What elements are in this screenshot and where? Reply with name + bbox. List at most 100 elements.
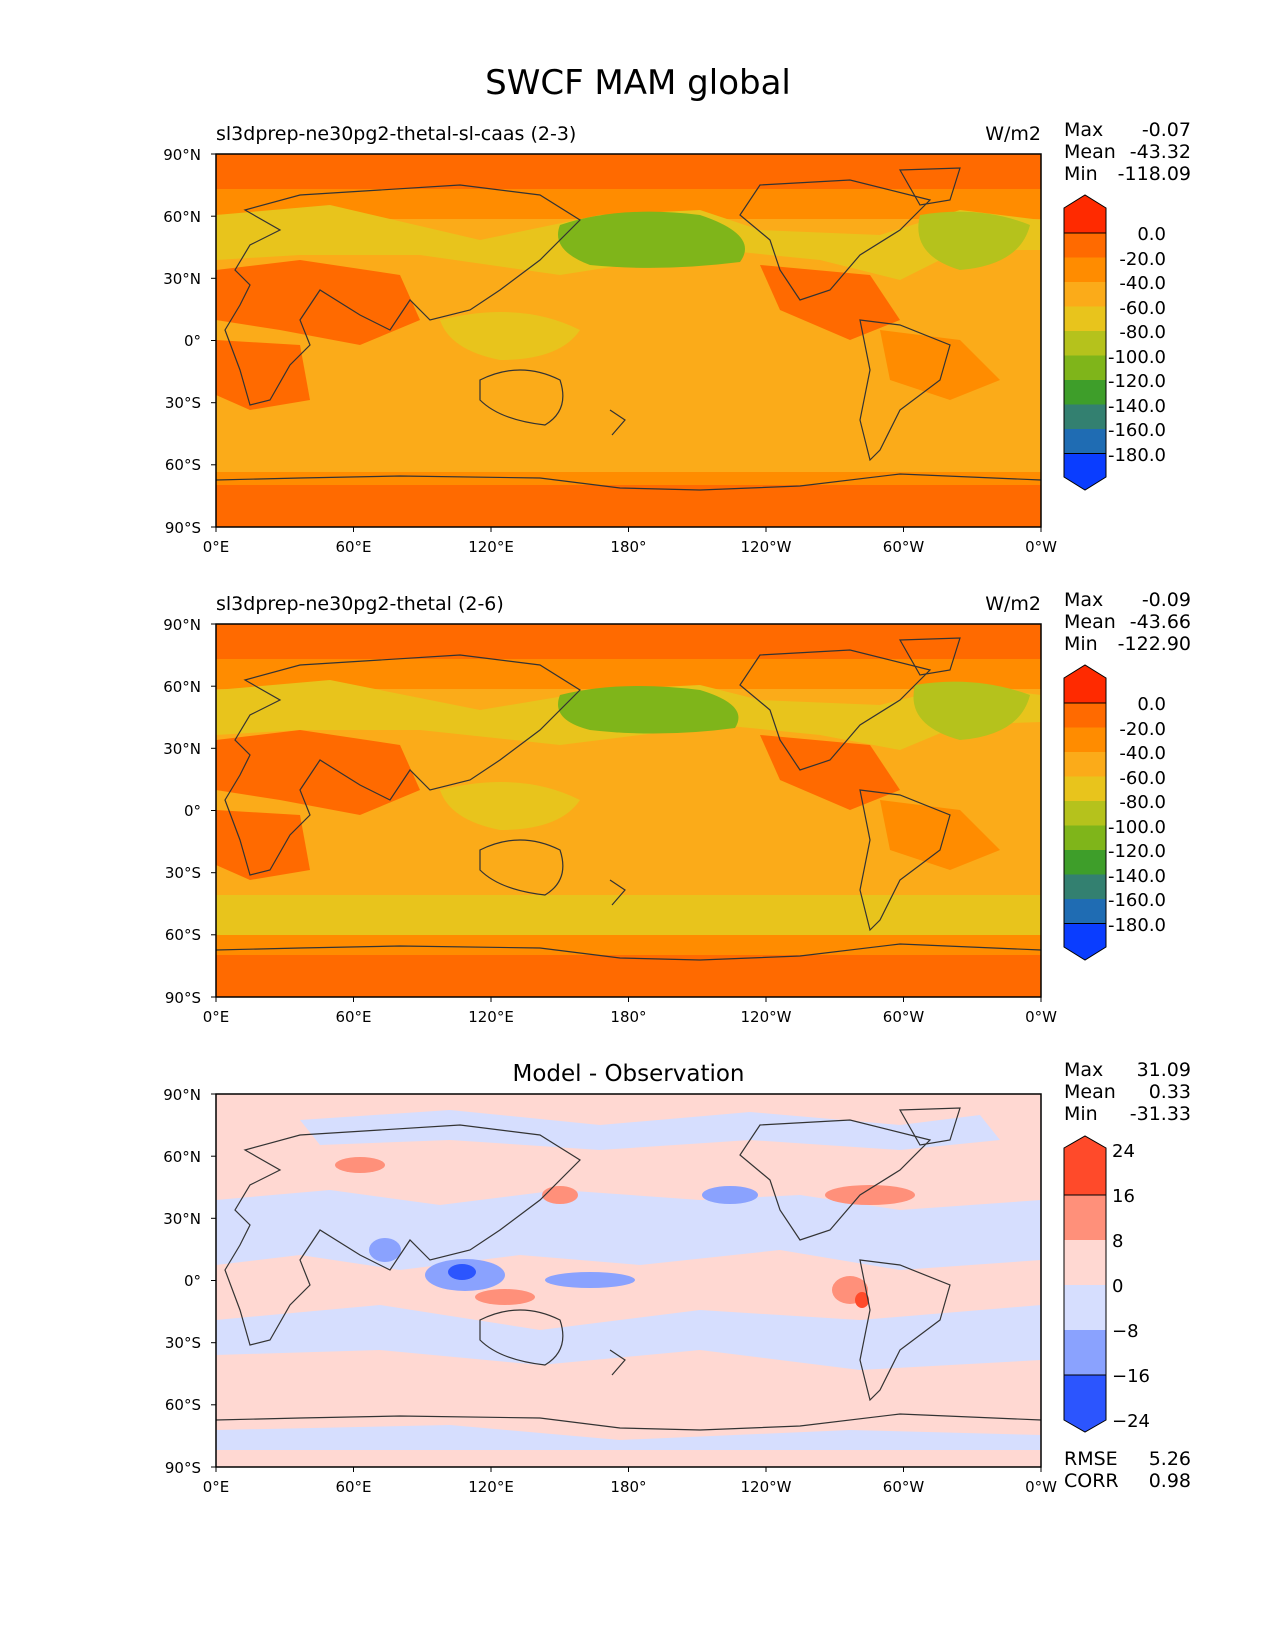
- panel-3-colorbar-tick-label: 0: [1112, 1276, 1123, 1297]
- panel-1-coastline-australia: [479, 369, 564, 426]
- panel-2-y-ticks: 90°N 60°N 30°N 0° 30°S 60°S 90°S: [163, 616, 216, 1007]
- panel-1-x-tick-label: 60°E: [335, 538, 371, 556]
- panel-3-coastline-australia: [479, 1309, 564, 1366]
- panel-1-y-tick-label: 60°S: [165, 456, 201, 474]
- panel-3-stat-mean-value: 0.33: [1149, 1081, 1191, 1103]
- panel-3-x-tick-label: 60°W: [883, 1478, 925, 1496]
- panel-2-sahara-low-cloud: [216, 730, 420, 815]
- panel-2-stat-min-label: Min: [1064, 633, 1098, 655]
- panel-2-colorbar-tick-label: -160.0: [1108, 890, 1166, 911]
- panel-3-colorbar-segment: [1064, 1330, 1106, 1375]
- panel-1-x-tick-label: 0°E: [203, 538, 230, 556]
- panel-2-east-pacific-low-cloud: [760, 735, 900, 810]
- panel-1-colorbar-frame: [1063, 232, 1107, 454]
- panel-1-colorbar-segment: [1064, 404, 1106, 429]
- panel-3-title: Model - Observation: [512, 1061, 744, 1087]
- panel-2-colorbar-segment: [1064, 899, 1106, 924]
- panel-1-colorbar-tick-label: -60.0: [1119, 298, 1166, 319]
- panel-3-x-tick-label: 60°E: [335, 1478, 371, 1496]
- panel-1-colorbar-tick-label: -40.0: [1119, 273, 1166, 294]
- panel-3-colorbar-tick-label: −24: [1112, 1411, 1150, 1432]
- panel-1-stats: Max -0.07 Mean -43.32 Min -118.09: [1064, 119, 1191, 185]
- panel-2-colorbar-tick-label: -180.0: [1108, 915, 1166, 936]
- panel-3-y-tick-label: 90°S: [165, 1459, 201, 1477]
- panel-1-maritime-continent-convection: [440, 312, 580, 360]
- panel-3-stat-corr-label: CORR: [1064, 1470, 1119, 1492]
- panel-1-x-tick-label: 120°E: [468, 538, 514, 556]
- panel-1-colorbar-segment: [1064, 331, 1106, 356]
- panel-3-x-ticks: 0°E 60°E 120°E 180° 120°W 60°W 0°W: [203, 1467, 1057, 1496]
- panel-3-x-tick-label: 120°E: [468, 1478, 514, 1496]
- panel-1-colorbar-segment: [1064, 306, 1106, 331]
- panel-2-stat-min-value: -122.90: [1118, 633, 1191, 655]
- panel-2-coastline-antarctica: [215, 943, 1042, 961]
- panel-3-map: [215, 1093, 1042, 1468]
- panel-1-colorbar-tick-label: -20.0: [1119, 249, 1166, 270]
- panel-2-colorbar-tick-label: -40.0: [1119, 743, 1166, 764]
- panel-3-positive-patch-west-pacific: [542, 1186, 578, 1204]
- panel-3-colorbar-segment: [1064, 1240, 1106, 1285]
- panel-1-x-tick-label: 180°: [610, 538, 646, 556]
- panel-1-coastlines: [215, 167, 1042, 491]
- panel-2-x-tick-label: 180°: [610, 1008, 646, 1026]
- panel-2-colorbar-tick-label: 0.0: [1137, 694, 1166, 715]
- panel-1-coastline-eurasia-africa: [224, 184, 581, 406]
- panel-1-north-atlantic-storm-track: [918, 211, 1030, 270]
- panel-3-stat-max-value: 31.09: [1137, 1059, 1191, 1081]
- panel-3-x-tick-label: 0°W: [1025, 1478, 1057, 1496]
- panel-2-south-america-east: [880, 800, 1000, 870]
- panel-3: Model - Observation: [163, 1059, 1191, 1496]
- panel-1-stat-mean-label: Mean: [1064, 141, 1116, 163]
- panel-3-negative-region-tropics: [216, 1190, 1041, 1270]
- panel-2-x-tick-label: 120°E: [468, 1008, 514, 1026]
- panel-2-north-atlantic-storm-track: [913, 681, 1030, 740]
- panel-1-colorbar-tick-label: -160.0: [1108, 420, 1166, 441]
- panel-1-colorbar-segment: [1064, 380, 1106, 405]
- panel-2-colorbar-bottom-extension: [1063, 923, 1107, 961]
- panel-3-stat-rmse-value: 5.26: [1149, 1448, 1191, 1470]
- panel-3-y-tick-label: 30°S: [165, 1334, 201, 1352]
- panel-3-colorbar-tick-label: 16: [1112, 1186, 1135, 1207]
- panel-3-coastline-greenland: [898, 1107, 961, 1146]
- panel-2-x-tick-label: 0°E: [203, 1008, 230, 1026]
- panel-3-coastlines: [215, 1107, 1042, 1431]
- panel-2-y-tick-label: 30°N: [163, 740, 201, 758]
- panel-2-colorbar-segment: [1064, 801, 1106, 826]
- panel-3-colorbar: 24 16 8 0 −8 −16 −24: [1063, 1135, 1150, 1433]
- panel-2-colorbar-segment: [1064, 850, 1106, 875]
- panel-2-stat-mean-label: Mean: [1064, 611, 1116, 633]
- panel-2-colorbar: 0.0 -20.0 -40.0 -60.0 -80.0 -100.0 -120.…: [1063, 664, 1166, 961]
- panel-3-colorbar-frame: [1063, 1194, 1107, 1376]
- panel-1-sahara-low-cloud: [216, 260, 420, 345]
- panel-1-colorbar-tick-label: -100.0: [1108, 347, 1166, 368]
- panel-1-units: W/m2: [985, 123, 1041, 145]
- panel-3-coastline-eurasia-africa: [224, 1124, 581, 1346]
- panel-1-colorbar-tick-label: -120.0: [1108, 371, 1166, 392]
- panel-3-negative-region-antarctic: [216, 1425, 1041, 1450]
- panel-2-arctic-band: [216, 624, 1041, 659]
- panel-2-x-tick-label: 60°E: [335, 1008, 371, 1026]
- panel-2-y-tick-label: 60°S: [165, 926, 201, 944]
- panel-3-strong-positive-patch-andes: [855, 1292, 869, 1308]
- panel-3-stat-mean-label: Mean: [1064, 1081, 1116, 1103]
- panel-3-coastline-south-america: [859, 1259, 951, 1402]
- panel-3-colorbar-top-extension: [1063, 1135, 1107, 1196]
- panel-3-positive-patch-asia: [335, 1157, 385, 1173]
- panel-1-south-america-east: [880, 330, 1000, 400]
- panel-2-colorbar-segment: [1064, 727, 1106, 752]
- panel-2-coastline-eurasia-africa: [224, 654, 581, 876]
- panel-2-colorbar-tick-label: -120.0: [1108, 841, 1166, 862]
- panel-2-coastline-north-america: [739, 649, 932, 771]
- panel-1-antarctic-edge-band: [216, 472, 1041, 485]
- panel-3-x-tick-label: 120°W: [741, 1478, 792, 1496]
- panel-1-stat-max-value: -0.07: [1142, 119, 1191, 141]
- panel-1-north-pacific-storm-track: [558, 211, 745, 268]
- panel-2-stat-max-value: -0.09: [1142, 589, 1191, 611]
- panel-2-colorbar-segment: [1064, 703, 1106, 728]
- panel-2-colorbar-tick-label: -60.0: [1119, 768, 1166, 789]
- panel-3-strong-negative-patch: [448, 1264, 476, 1280]
- panel-1-x-tick-label: 0°W: [1025, 538, 1057, 556]
- panel-2: sl3dprep-ne30pg2-thetal (2-6) W/m2: [163, 589, 1191, 1026]
- panel-1-coastline-new-zealand: [609, 409, 626, 436]
